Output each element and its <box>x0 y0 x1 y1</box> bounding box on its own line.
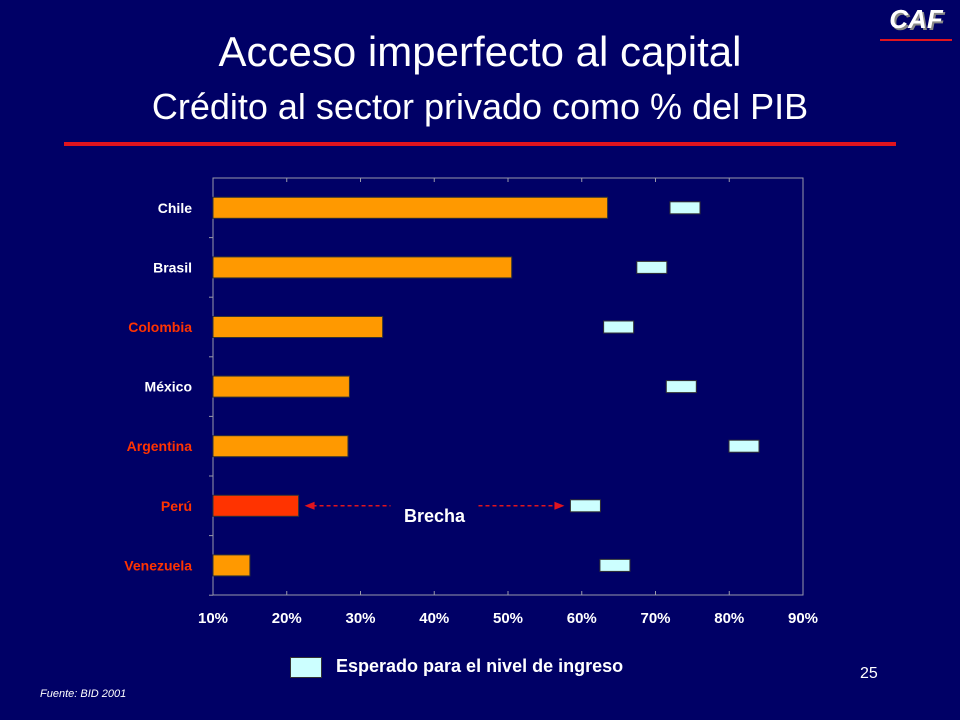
bar-actual <box>212 256 513 279</box>
logo-text: CAF <box>889 4 943 34</box>
bar-actual <box>212 316 384 338</box>
gap-annotation-label: Brecha <box>404 506 466 526</box>
category-label: Perú <box>161 498 192 514</box>
gap-arrowhead-left <box>304 501 315 510</box>
marker-expected <box>669 201 701 215</box>
source-note: Fuente: BID 2001 <box>40 688 127 700</box>
marker-expected <box>728 439 760 453</box>
x-tick-label: 50% <box>493 610 523 627</box>
category-label: Brasil <box>153 259 192 275</box>
marker-expected <box>636 260 668 274</box>
marker-expected <box>665 380 697 394</box>
category-label: Argentina <box>127 438 193 454</box>
x-tick-label: 90% <box>788 610 818 627</box>
x-tick-label: 40% <box>419 610 449 627</box>
legend-label-expected: Esperado para el nivel de ingreso <box>336 656 624 676</box>
legend-swatch-expected <box>290 657 322 678</box>
title-divider <box>64 142 896 146</box>
bar-actual <box>212 554 251 577</box>
category-label: Venezuela <box>124 557 192 573</box>
marker-expected <box>599 558 631 572</box>
category-label: Chile <box>158 200 192 216</box>
caf-logo: CAF <box>880 4 952 41</box>
x-tick-label: 20% <box>272 610 302 627</box>
x-tick-label: 30% <box>345 610 375 627</box>
x-tick-label: 80% <box>714 610 744 627</box>
category-label: México <box>145 379 192 395</box>
page-number: 25 <box>860 665 878 682</box>
marker-expected <box>603 320 635 334</box>
x-tick-label: 70% <box>640 610 670 627</box>
category-label: Colombia <box>128 319 192 335</box>
bar-actual <box>212 435 349 458</box>
slide-subtitle: Crédito al sector privado como % del PIB <box>151 86 809 127</box>
marker-expected <box>569 499 601 513</box>
slide-title: Acceso imperfecto al capital <box>218 28 742 75</box>
x-tick-label: 10% <box>198 610 228 627</box>
x-tick-label: 60% <box>567 610 597 627</box>
logo-underline <box>880 39 952 41</box>
gap-arrowhead-right <box>554 501 565 510</box>
bar-actual <box>212 494 300 517</box>
bar-actual <box>212 375 350 398</box>
bar-actual <box>212 196 609 219</box>
